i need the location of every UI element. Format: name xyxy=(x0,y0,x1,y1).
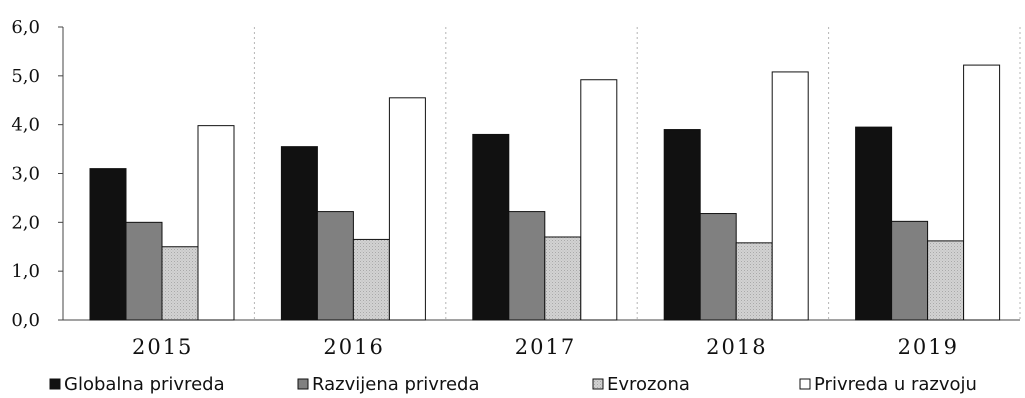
x-tick-label: 2018 xyxy=(706,335,767,359)
bar-evrozona-2016 xyxy=(352,238,390,321)
bar-privreda-u-razvoju-2018 xyxy=(771,71,809,321)
legend-label: Globalna privreda xyxy=(64,374,225,395)
bar-evrozona-2018 xyxy=(735,242,773,321)
category-separators xyxy=(253,27,1021,320)
bar-privreda-u-razvoju-2016 xyxy=(388,97,426,321)
x-tick-labels: 2015 2016 2017 2018 2019 xyxy=(132,335,959,359)
x-tick-label: 2019 xyxy=(898,335,959,359)
legend-swatch xyxy=(799,378,811,390)
bar-privreda-u-razvoju-2015 xyxy=(197,125,235,321)
bar-globalna-privreda-2019 xyxy=(855,126,893,321)
legend-label: Razvijena privreda xyxy=(312,374,480,395)
bar-evrozona-2015 xyxy=(161,246,199,321)
y-tick-label: 3,0 xyxy=(11,164,40,185)
bar-globalna-privreda-2015 xyxy=(89,168,127,321)
legend: Globalna privreda Razvijena privreda Evroz… xyxy=(49,374,977,395)
bars xyxy=(89,64,1001,321)
y-tick-label: 4,0 xyxy=(11,115,40,136)
legend-swatch xyxy=(49,378,61,390)
y-tick-label: 0,0 xyxy=(11,310,40,331)
bar-globalna-privreda-2017 xyxy=(472,133,510,321)
bar-globalna-privreda-2016 xyxy=(280,146,318,321)
bar-razvijena-privreda-2019 xyxy=(891,220,929,321)
bar-privreda-u-razvoju-2017 xyxy=(580,79,618,321)
y-tick-label: 2,0 xyxy=(11,212,40,233)
bar-razvijena-privreda-2017 xyxy=(508,211,546,321)
bar-globalna-privreda-2018 xyxy=(663,129,701,321)
x-tick-label: 2016 xyxy=(323,335,384,359)
y-tick-labels: 0,0 1,0 2,0 3,0 4,0 5,0 6,0 xyxy=(11,17,63,331)
bar-razvijena-privreda-2016 xyxy=(316,211,354,321)
bar-evrozona-2019 xyxy=(927,240,965,321)
legend-label: Evrozona xyxy=(607,374,690,395)
legend-label: Privreda u razvoju xyxy=(814,374,977,395)
y-tick-label: 6,0 xyxy=(11,17,40,38)
y-tick-label: 1,0 xyxy=(11,261,40,282)
bar-razvijena-privreda-2018 xyxy=(699,213,737,321)
legend-swatch xyxy=(592,378,604,390)
x-tick-label: 2017 xyxy=(515,335,576,359)
bar-razvijena-privreda-2015 xyxy=(125,221,163,321)
x-tick-label: 2015 xyxy=(132,335,193,359)
y-tick-label: 5,0 xyxy=(11,66,40,87)
bar-evrozona-2017 xyxy=(544,236,582,321)
legend-swatch xyxy=(297,378,309,390)
bar-privreda-u-razvoju-2019 xyxy=(963,64,1001,321)
